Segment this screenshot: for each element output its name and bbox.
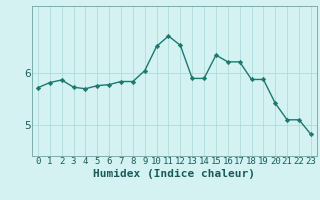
X-axis label: Humidex (Indice chaleur): Humidex (Indice chaleur) bbox=[93, 169, 255, 179]
